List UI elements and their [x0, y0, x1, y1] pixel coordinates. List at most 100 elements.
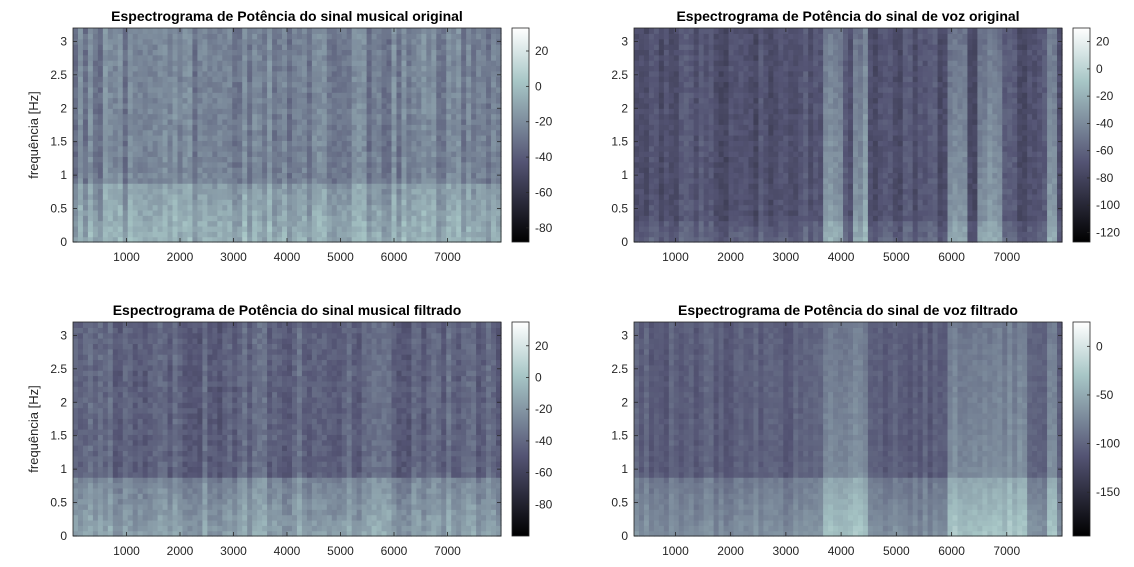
spectrogram-cell: [112, 151, 119, 157]
spectrogram-cell: [336, 225, 343, 232]
spectrogram-cell: [381, 177, 388, 184]
spectrogram-cell: [207, 209, 213, 216]
spectrogram-cell: [366, 140, 373, 147]
spectrogram-cell: [321, 33, 328, 40]
spectrogram-cell: [783, 129, 789, 136]
spectrogram-cell: [783, 145, 789, 152]
spectrogram-cell: [738, 38, 745, 45]
spectrogram-cell: [713, 118, 720, 125]
spectrogram-cell: [778, 44, 784, 50]
spectrogram-cell: [102, 86, 109, 93]
spectrogram-cell: [431, 140, 437, 147]
spectrogram-cell: [112, 204, 119, 211]
spectrogram-cell: [703, 209, 710, 216]
spectrogram-cell: [653, 97, 660, 104]
spectrogram-cell: [331, 215, 338, 222]
spectrogram-cell: [167, 220, 174, 227]
spectrogram-cell: [331, 145, 338, 152]
spectrogram-cell: [351, 28, 358, 34]
spectrogram-cell: [803, 135, 809, 141]
spectrogram-cell: [381, 81, 388, 88]
spectrogram-cell: [798, 97, 804, 104]
spectrogram-cell: [122, 193, 129, 200]
y-tick-label: 0.5: [50, 202, 67, 216]
spectrogram-cell: [703, 161, 710, 168]
spectrogram-cell: [663, 199, 670, 206]
spectrogram-cell: [391, 44, 398, 50]
spectrogram-cell: [391, 129, 398, 136]
spectrogram-cell: [708, 225, 715, 232]
spectrogram-cell: [436, 167, 442, 174]
spectrogram-cell: [436, 65, 442, 72]
spectrogram-cell: [321, 177, 328, 184]
spectrogram-cell: [262, 113, 268, 120]
spectrogram-cell: [346, 231, 353, 238]
spectrogram-cell: [798, 188, 804, 195]
spectrogram-cell: [326, 183, 333, 190]
spectrogram-cell: [237, 193, 243, 200]
spectrogram-cell: [421, 209, 427, 216]
spectrogram-cell: [728, 113, 735, 120]
spectrogram-cell: [107, 97, 114, 104]
spectrogram-cell: [326, 151, 333, 157]
spectrogram-cell: [391, 177, 398, 184]
spectrogram-cell: [634, 129, 640, 136]
spectrogram-cell: [793, 49, 799, 56]
spectrogram-cell: [703, 188, 710, 195]
spectrogram-cell: [446, 102, 452, 109]
spectrogram-cell: [476, 177, 482, 184]
spectrogram-cell: [466, 76, 472, 83]
spectrogram-cell: [257, 86, 263, 93]
spectrogram-cell: [406, 156, 413, 163]
spectrogram-cell: [346, 199, 353, 206]
spectrogram-cell: [282, 124, 288, 131]
spectrogram-cell: [122, 151, 129, 157]
spectrogram-cell: [421, 231, 427, 238]
spectrogram-cell: [321, 199, 328, 206]
spectrogram-cell: [653, 38, 660, 45]
spectrogram-cell: [663, 151, 670, 157]
spectrogram-cell: [162, 145, 169, 152]
spectrogram-cell: [426, 188, 432, 195]
spectrogram-cell: [162, 70, 169, 77]
spectrogram-cell: [351, 199, 358, 206]
spectrogram-cell: [117, 236, 124, 243]
spectrogram-cell: [187, 113, 194, 120]
spectrogram-cell: [673, 204, 680, 211]
spectrogram-cell: [481, 167, 487, 174]
spectrogram-cell: [688, 172, 695, 179]
spectrogram-cell: [634, 108, 640, 115]
spectrogram-cell: [663, 161, 670, 168]
spectrogram-cell: [301, 70, 308, 77]
spectrogram-cell: [147, 209, 154, 216]
spectrogram-cell: [648, 151, 655, 157]
spectrogram-cell: [321, 225, 328, 232]
spectrogram-cell: [112, 38, 119, 45]
spectrogram-cell: [708, 81, 715, 88]
spectrogram-cell: [663, 188, 670, 195]
spectrogram-cell: [441, 135, 447, 141]
spectrogram-cell: [197, 135, 203, 141]
spectrogram-cell: [237, 102, 243, 109]
spectrogram-cell: [466, 161, 472, 168]
spectrogram-cell: [486, 209, 492, 216]
spectrogram-cell: [406, 177, 413, 184]
spectrogram-cell: [192, 135, 199, 141]
spectrogram-cell: [147, 38, 154, 45]
spectrogram-cell: [97, 140, 104, 147]
spectrogram-cell: [728, 215, 735, 222]
spectrogram-cell: [663, 204, 670, 211]
spectrogram-cell: [733, 215, 740, 222]
spectrogram-cell: [733, 54, 740, 61]
spectrogram-cell: [688, 92, 695, 99]
spectrogram-cell: [247, 161, 253, 168]
spectrogram-cell: [416, 231, 422, 238]
spectrogram-cell: [282, 70, 288, 77]
spectrogram-cell: [476, 113, 482, 120]
spectrogram-cell: [112, 167, 119, 174]
spectrogram-cell: [137, 236, 144, 243]
spectrogram-cell: [723, 151, 730, 157]
spectrogram-cell: [122, 70, 129, 77]
spectrogram-cell: [326, 193, 333, 200]
spectrogram-cell: [217, 54, 223, 61]
